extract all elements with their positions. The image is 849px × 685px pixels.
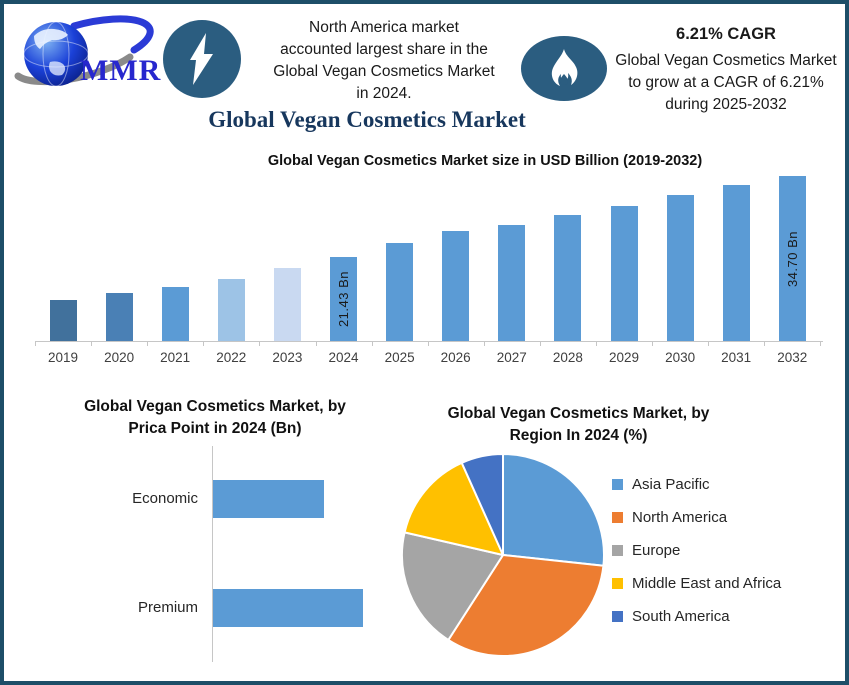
x-axis-label-2021: 2021 xyxy=(160,350,191,365)
x-axis-tick xyxy=(91,342,93,346)
bar-2022 xyxy=(217,278,245,341)
legend-marker-icon xyxy=(612,578,623,589)
x-axis-line xyxy=(35,341,823,342)
x-axis-tick xyxy=(371,342,373,346)
legend-item-asia-pacific: Asia Pacific xyxy=(612,474,781,495)
bar-2024: 21.43 Bn xyxy=(330,257,357,341)
x-axis-label-2028: 2028 xyxy=(552,350,583,365)
x-axis-tick xyxy=(652,342,654,346)
x-axis-label-2029: 2029 xyxy=(608,350,640,365)
bar-2027 xyxy=(498,224,526,341)
bar-2026 xyxy=(442,230,470,341)
legend-item-north-america: North America xyxy=(612,507,781,528)
pie-slice-europe xyxy=(401,531,504,641)
cagr-title: 6.21% CAGR xyxy=(676,25,776,43)
headline-line: accounted largest share in the xyxy=(280,41,488,58)
cagr-block: 6.21% CAGR Global Vegan Cosmetics Market… xyxy=(606,25,845,116)
x-axis-tick xyxy=(539,342,541,346)
flame-badge xyxy=(521,36,607,101)
x-axis-label-2027: 2027 xyxy=(496,350,527,365)
bar-2030 xyxy=(666,194,694,341)
market-size-chart: 2019 2020 2021 2022 2023 21.43 Bn 2024 2025 2026… xyxy=(30,175,830,365)
bar-value-label-2024: 21.43 Bn xyxy=(336,271,351,328)
headline-line: in 2024. xyxy=(356,85,412,102)
x-axis-tick xyxy=(147,342,149,346)
x-axis-label-2026: 2026 xyxy=(440,350,471,365)
bar-2028 xyxy=(554,214,582,341)
legend-item-middle-east-and-africa: Middle East and Africa xyxy=(612,573,781,594)
x-axis-label-2032: 2032 xyxy=(777,350,808,365)
legend-marker-icon xyxy=(612,512,623,523)
pie-slice-middle-east-and-africa xyxy=(403,461,504,556)
logo-text: MMR xyxy=(80,54,161,87)
x-axis-tick xyxy=(35,342,36,346)
x-axis-tick xyxy=(764,342,766,346)
price-point-chart-title: Global Vegan Cosmetics Market, by Prica … xyxy=(20,396,410,440)
region-title-line: Region In 2024 (%) xyxy=(509,427,648,444)
legend-label: Middle East and Africa xyxy=(632,575,782,592)
bar-2023 xyxy=(273,268,301,341)
legend-marker-icon xyxy=(612,545,623,556)
x-axis-tick xyxy=(259,342,261,346)
bar-2025 xyxy=(386,243,414,341)
flame-icon xyxy=(551,48,578,86)
region-chart-title: Global Vegan Cosmetics Market, by Region… xyxy=(396,403,761,447)
bar-value-label-2032: 34.70 Bn xyxy=(784,230,800,287)
region-pie-legend: Asia Pacific North America Europe Middle Ea… xyxy=(612,474,781,639)
x-axis-label-2020: 2020 xyxy=(104,350,135,365)
pie-slice-south-america xyxy=(460,453,504,556)
bar-2031 xyxy=(722,185,750,341)
category-label-premium: Premium xyxy=(137,599,198,616)
bar-2032: 34.70 Bn xyxy=(778,176,806,341)
price-point-chart: Economic Premium xyxy=(132,446,403,662)
x-axis-tick xyxy=(203,342,205,346)
x-axis-tick xyxy=(596,342,597,346)
legend-label: Asia Pacific xyxy=(632,476,710,493)
bar-economic xyxy=(213,480,324,518)
x-axis-label-2019: 2019 xyxy=(47,350,79,365)
page-title: Global Vegan Cosmetics Market xyxy=(208,107,526,132)
legend-label: South America xyxy=(632,608,730,625)
headline-line: Global Vegan Cosmetics Market xyxy=(273,63,495,80)
region-title-line: Global Vegan Cosmetics Market, by xyxy=(447,405,710,422)
x-axis-tick xyxy=(820,342,822,346)
lightning-badge xyxy=(163,20,241,98)
x-axis-label-2030: 2030 xyxy=(665,350,696,365)
headline-line: North America market xyxy=(309,19,459,36)
headline-text: North America market accounted largest s… xyxy=(246,17,522,105)
x-axis-label-2031: 2031 xyxy=(721,350,752,365)
cagr-line: during 2025-2032 xyxy=(665,96,787,113)
x-axis-tick xyxy=(315,342,317,346)
legend-marker-icon xyxy=(612,479,623,490)
x-axis-label-2022: 2022 xyxy=(216,350,247,365)
x-axis-label-2024: 2024 xyxy=(328,350,359,365)
legend-item-south-america: South America xyxy=(612,606,781,627)
logo-swoosh-blue xyxy=(70,15,154,54)
bar-2020 xyxy=(105,293,133,341)
cagr-line: to grow at a CAGR of 6.21% xyxy=(628,74,824,91)
x-axis-label-2023: 2023 xyxy=(272,350,303,365)
legend-label: Europe xyxy=(632,542,681,559)
price-point-title-line: Global Vegan Cosmetics Market, by xyxy=(84,398,346,415)
category-label-economic: Economic xyxy=(132,490,198,507)
bar-2021 xyxy=(161,286,189,341)
legend-marker-icon xyxy=(612,611,623,622)
legend-item-europe: Europe xyxy=(612,540,781,561)
mmr-logo: MMR xyxy=(14,15,161,87)
x-axis-tick xyxy=(483,342,485,346)
bar-premium xyxy=(213,589,363,627)
legend-label: North America xyxy=(632,509,728,526)
pie-slice-asia-pacific xyxy=(502,453,605,567)
market-size-chart-title: Global Vegan Cosmetics Market size in US… xyxy=(267,153,703,169)
x-axis-tick xyxy=(708,342,710,346)
lightning-icon xyxy=(190,33,213,85)
x-axis-tick xyxy=(427,342,429,346)
bar-2019 xyxy=(49,299,77,341)
region-pie-chart xyxy=(401,453,605,657)
price-point-title-line: Prica Point in 2024 (Bn) xyxy=(128,420,302,437)
bar-2029 xyxy=(610,205,638,341)
x-axis-label-2025: 2025 xyxy=(384,350,415,365)
cagr-line: Global Vegan Cosmetics Market xyxy=(615,52,837,69)
